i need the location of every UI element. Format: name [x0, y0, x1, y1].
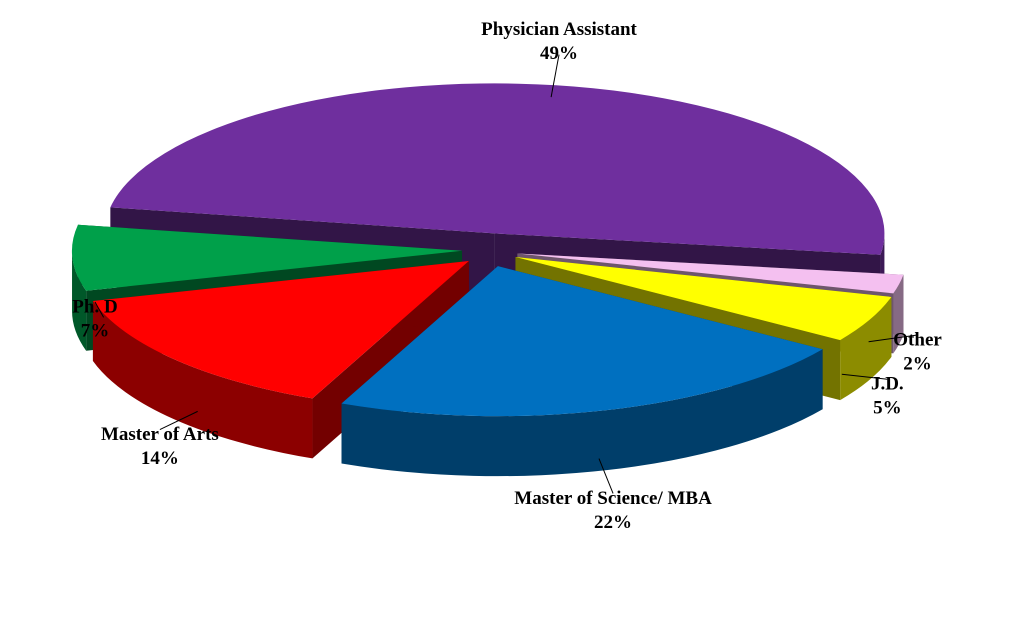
- leader-line: [868, 334, 918, 343]
- category-label: J.D.: [871, 374, 904, 395]
- category-label: Other: [893, 329, 942, 350]
- slice-top: [341, 266, 823, 417]
- category-label: Master of Arts: [101, 424, 219, 445]
- value-label: 5%: [873, 398, 902, 419]
- slice-top: [515, 256, 892, 341]
- category-label: Physician Assistant: [481, 19, 637, 40]
- value-label: 2%: [903, 353, 932, 374]
- value-label: 14%: [141, 448, 179, 469]
- value-label: 49%: [540, 43, 578, 64]
- value-label: 22%: [594, 512, 632, 533]
- slice-side: [92, 300, 313, 459]
- slice-top: [110, 83, 885, 255]
- category-label: Ph. D: [72, 296, 117, 317]
- leader-line: [598, 458, 614, 494]
- leader-line: [94, 301, 105, 318]
- leader-line: [550, 54, 560, 98]
- slice-top: [517, 253, 904, 294]
- slice-side: [72, 250, 87, 351]
- slice-top: [92, 261, 469, 399]
- value-label: 7%: [81, 320, 110, 341]
- slice: [341, 266, 823, 477]
- leader-line: [841, 373, 888, 380]
- category-label: Master of Science/ MBA: [514, 488, 712, 509]
- slice-side: [840, 296, 892, 401]
- slice-top: [72, 224, 463, 291]
- slice-side: [341, 349, 823, 477]
- slice-side: [893, 274, 904, 354]
- leader-line: [159, 410, 198, 430]
